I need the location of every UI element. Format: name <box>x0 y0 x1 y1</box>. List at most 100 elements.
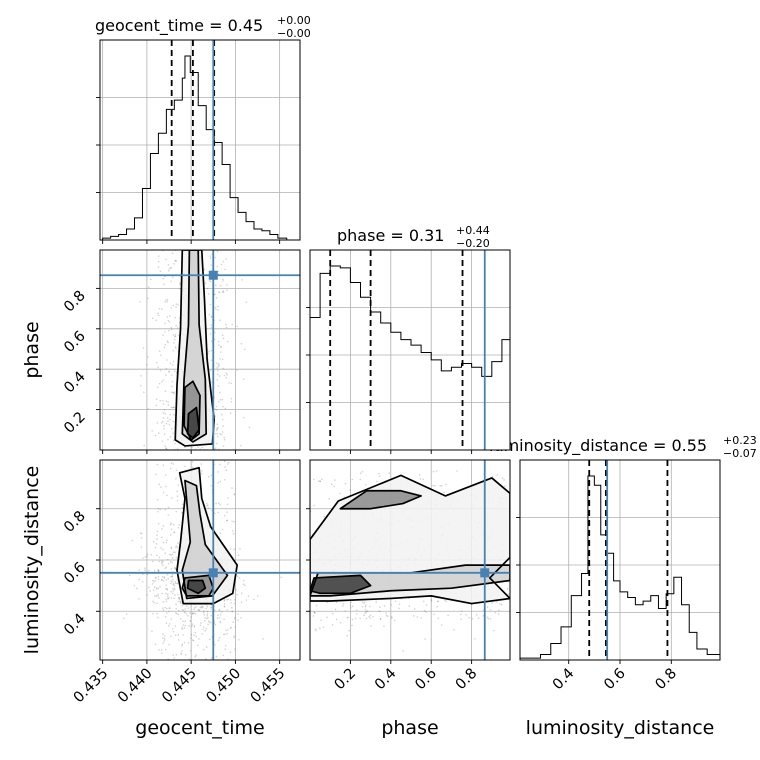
density-phase-vs-geocent-time-sample <box>174 370 176 373</box>
density-phase-vs-geocent-time-sample <box>174 334 177 336</box>
density-luminosity-distance-vs-geocent-time-sample <box>178 596 181 599</box>
density-luminosity-distance-vs-phase-sample <box>372 615 374 618</box>
density-phase-vs-geocent-time-sample <box>217 270 219 273</box>
density-luminosity-distance-vs-phase-sample <box>383 625 385 628</box>
density-phase-vs-geocent-time-sample <box>170 307 173 309</box>
density-luminosity-distance-vs-geocent-time-sample <box>160 652 163 654</box>
hist-luminosity-distance: 0.4 0.6 0.8 <box>516 459 721 693</box>
density-phase-vs-geocent-time-sample <box>216 250 219 253</box>
density-luminosity-distance-vs-geocent-time-sample <box>165 579 168 581</box>
density-phase-vs-geocent-time-sample <box>178 334 180 337</box>
density-luminosity-distance-vs-geocent-time-sample <box>191 623 194 625</box>
density-luminosity-distance-vs-geocent-time-sample <box>170 497 173 499</box>
density-phase-vs-geocent-time-sample <box>171 252 174 255</box>
density-luminosity-distance-vs-geocent-time-sample <box>188 625 190 627</box>
density-phase-vs-geocent-time-sample <box>173 413 175 416</box>
density-luminosity-distance-vs-geocent-time-sample <box>233 602 236 605</box>
density-luminosity-distance-vs-geocent-time-sample <box>181 604 183 607</box>
density-phase-vs-geocent-time-contour <box>183 380 201 441</box>
density-phase-vs-geocent-time-sample <box>166 301 169 303</box>
density-luminosity-distance-vs-phase-sample <box>361 605 364 608</box>
density-luminosity-distance-vs-geocent-time-sample <box>170 590 172 593</box>
density-luminosity-distance-vs-phase-sample <box>314 628 317 630</box>
density-phase-vs-geocent-time-sample <box>159 369 162 372</box>
density-luminosity-distance-vs-phase-contour <box>339 489 422 510</box>
density-phase-vs-geocent-time-sample <box>213 452 215 454</box>
density-luminosity-distance-vs-geocent-time-sample <box>139 532 142 534</box>
density-luminosity-distance-vs-geocent-time-sample <box>157 507 160 510</box>
density-phase-vs-geocent-time-sample <box>217 365 220 368</box>
density-luminosity-distance-vs-geocent-time-sample <box>170 528 173 530</box>
density-luminosity-distance-vs-geocent-time-sample <box>238 577 241 579</box>
density-luminosity-distance-vs-geocent-time-sample <box>193 608 195 611</box>
density-luminosity-distance-vs-geocent-time-sample <box>161 592 163 595</box>
density-luminosity-distance-vs-geocent-time-truth-marker <box>208 568 218 578</box>
density-luminosity-distance-vs-geocent-time-sample <box>177 613 180 616</box>
density-phase-vs-geocent-time-sample <box>210 324 213 326</box>
density-luminosity-distance-vs-geocent-time-sample <box>204 619 206 622</box>
density-luminosity-distance-vs-phase-sample <box>369 617 372 619</box>
density-luminosity-distance-vs-geocent-time-sample <box>166 573 169 576</box>
density-luminosity-distance-vs-phase-sample <box>319 627 321 630</box>
density-phase-vs-geocent-time-sample <box>172 420 175 423</box>
density-luminosity-distance-vs-geocent-time-sample <box>181 627 184 629</box>
density-phase-vs-geocent-time-sample <box>164 343 167 346</box>
density-luminosity-distance-vs-geocent-time-sample <box>133 584 136 587</box>
density-luminosity-distance-vs-geocent-time-sample <box>233 520 235 523</box>
density-luminosity-distance-vs-geocent-time-sample <box>184 624 187 627</box>
density-luminosity-distance-vs-geocent-time-sample <box>175 556 178 559</box>
density-luminosity-distance-vs-geocent-time-sample <box>237 575 239 577</box>
density-luminosity-distance-vs-phase-sample <box>348 630 350 632</box>
density-luminosity-distance-vs-geocent-time-sample <box>194 631 197 634</box>
density-luminosity-distance-vs-geocent-time-sample <box>195 635 197 638</box>
density-phase-vs-geocent-time-sample <box>154 434 157 437</box>
density-luminosity-distance-vs-geocent-time-sample <box>224 648 227 651</box>
density-luminosity-distance-vs-geocent-time-sample <box>205 646 208 648</box>
density-phase-vs-geocent-time-sample <box>169 418 171 421</box>
density-luminosity-distance-vs-phase-sample <box>308 590 310 592</box>
density-phase-vs-geocent-time-sample <box>197 446 199 448</box>
density-luminosity-distance-vs-geocent-time-sample <box>190 634 193 636</box>
density-luminosity-distance-vs-geocent-time-sample <box>165 600 168 603</box>
density-phase-vs-geocent-time-sample <box>224 407 227 410</box>
density-luminosity-distance-vs-phase-sample <box>437 600 439 603</box>
density-phase-vs-geocent-time-contour <box>186 406 200 439</box>
density-luminosity-distance-vs-geocent-time-sample <box>217 639 220 642</box>
density-luminosity-distance-vs-geocent-time-sample <box>157 594 160 597</box>
density-phase-vs-geocent-time-sample <box>220 351 222 353</box>
density-luminosity-distance-vs-geocent-time-sample <box>218 616 221 619</box>
density-luminosity-distance-vs-phase-sample <box>413 608 416 610</box>
density-phase-vs-geocent-time-sample <box>220 413 223 416</box>
y-tick-label-phase: 0.6 <box>61 328 89 356</box>
density-phase-vs-geocent-time-sample <box>157 260 160 263</box>
density-luminosity-distance-vs-geocent-time-sample <box>161 576 164 578</box>
hist-geocent-time-bg <box>100 40 300 240</box>
density-phase-vs-geocent-time-sample <box>222 405 224 408</box>
density-luminosity-distance-vs-geocent-time-contour <box>176 466 239 605</box>
density-luminosity-distance-vs-phase-sample <box>339 492 341 495</box>
density-luminosity-distance-vs-geocent-time-sample <box>170 575 172 578</box>
density-phase-vs-geocent-time-sample <box>170 267 172 269</box>
density-luminosity-distance-vs-geocent-time-sample <box>162 560 164 562</box>
density-luminosity-distance-vs-phase-sample <box>390 616 393 618</box>
density-luminosity-distance-vs-geocent-time-sample <box>155 473 157 476</box>
density-luminosity-distance-vs-geocent-time-sample <box>156 554 158 557</box>
density-luminosity-distance-vs-phase-sample <box>323 515 326 518</box>
density-luminosity-distance-vs-geocent-time-sample <box>187 607 190 609</box>
density-luminosity-distance-vs-phase-border <box>309 459 511 661</box>
density-phase-vs-geocent-time-sample <box>171 380 174 383</box>
density-phase-vs-geocent-time-sample <box>140 375 142 377</box>
density-phase-vs-geocent-time-sample <box>203 268 206 271</box>
density-luminosity-distance-vs-geocent-time-sample <box>165 598 167 600</box>
density-luminosity-distance-vs-geocent-time-sample <box>189 620 192 622</box>
density-luminosity-distance-vs-geocent-time-sample <box>156 498 159 501</box>
density-phase-vs-geocent-time-sample <box>174 346 177 348</box>
density-luminosity-distance-vs-phase-sample <box>504 485 506 487</box>
density-luminosity-distance-vs-geocent-time-sample <box>226 519 229 522</box>
density-phase-vs-geocent-time-sample <box>227 340 229 343</box>
density-phase-vs-geocent-time-sample <box>211 456 213 458</box>
density-luminosity-distance-vs-phase-sample <box>497 613 500 615</box>
density-phase-vs-geocent-time-truth-marker <box>208 270 218 280</box>
density-luminosity-distance-vs-geocent-time-sample <box>174 625 177 627</box>
density-luminosity-distance-vs-geocent-time-sample <box>200 606 203 609</box>
